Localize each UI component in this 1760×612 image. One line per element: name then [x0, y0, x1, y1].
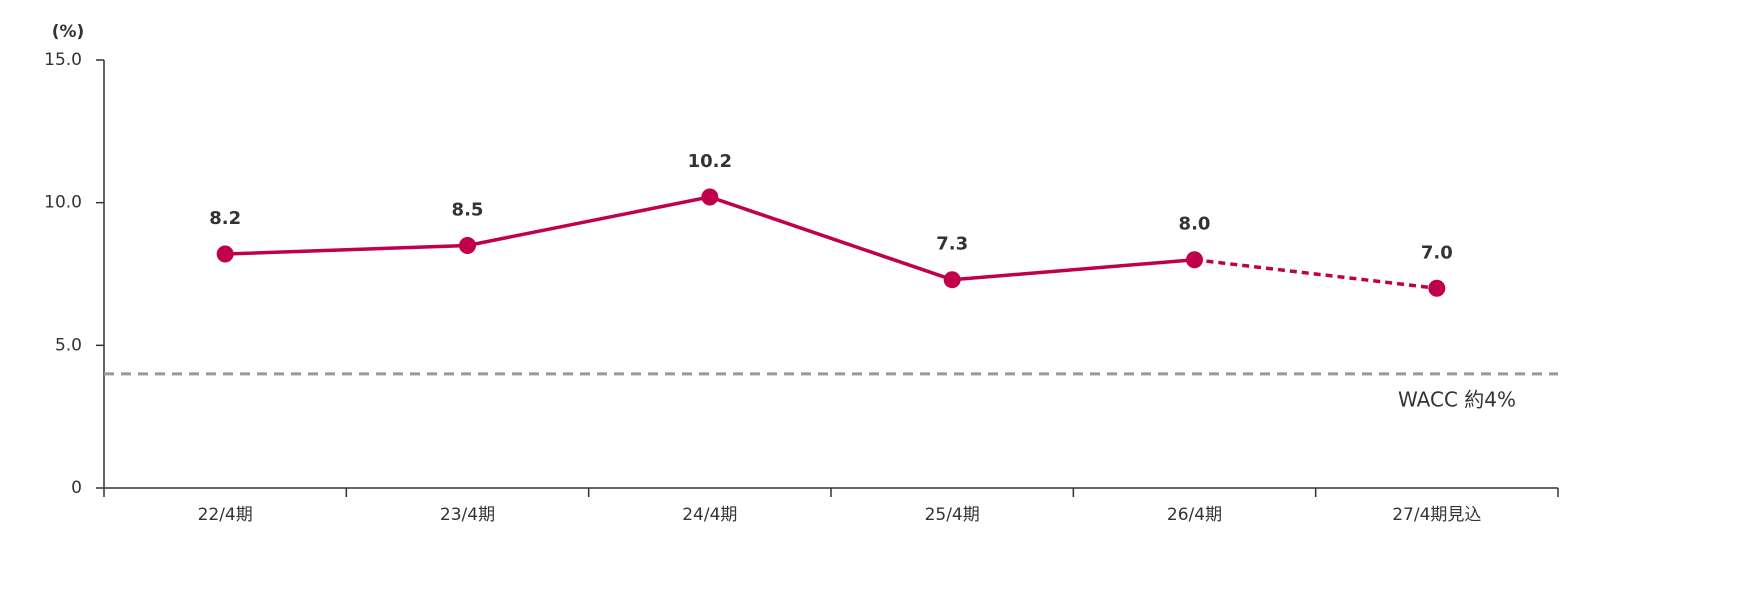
y-tick-label: 10.0 — [44, 193, 82, 213]
data-label: 8.0 — [1179, 214, 1211, 235]
data-label: 8.5 — [452, 199, 484, 220]
y-tick-label: 15.0 — [44, 50, 82, 70]
x-tick-label: 25/4期 — [925, 505, 980, 525]
x-tick-label: 26/4期 — [1167, 505, 1222, 525]
point — [216, 245, 234, 263]
line — [225, 195, 1195, 282]
x-tick-label: 23/4期 — [440, 505, 495, 525]
data-label: 7.3 — [936, 234, 968, 255]
data-label: 7.0 — [1421, 242, 1453, 263]
x-tick-label: 27/4期見込 — [1392, 505, 1481, 525]
data-label: 8.2 — [209, 208, 241, 229]
point — [1186, 251, 1203, 269]
x-tick-label: 22/4期 — [198, 505, 253, 525]
x-tick-label: 24/4期 — [682, 505, 737, 525]
point — [459, 236, 476, 254]
data-label: 10.2 — [688, 151, 732, 172]
forecast-line — [1194, 257, 1438, 291]
y-tick-label: 0 — [71, 478, 82, 498]
point — [701, 188, 719, 206]
y-tick-label: 5.0 — [55, 335, 82, 355]
reference-label: WACC 約4% — [1398, 387, 1516, 411]
point — [1428, 279, 1446, 297]
y-axis-label: (%) — [52, 22, 85, 42]
point — [943, 271, 961, 289]
